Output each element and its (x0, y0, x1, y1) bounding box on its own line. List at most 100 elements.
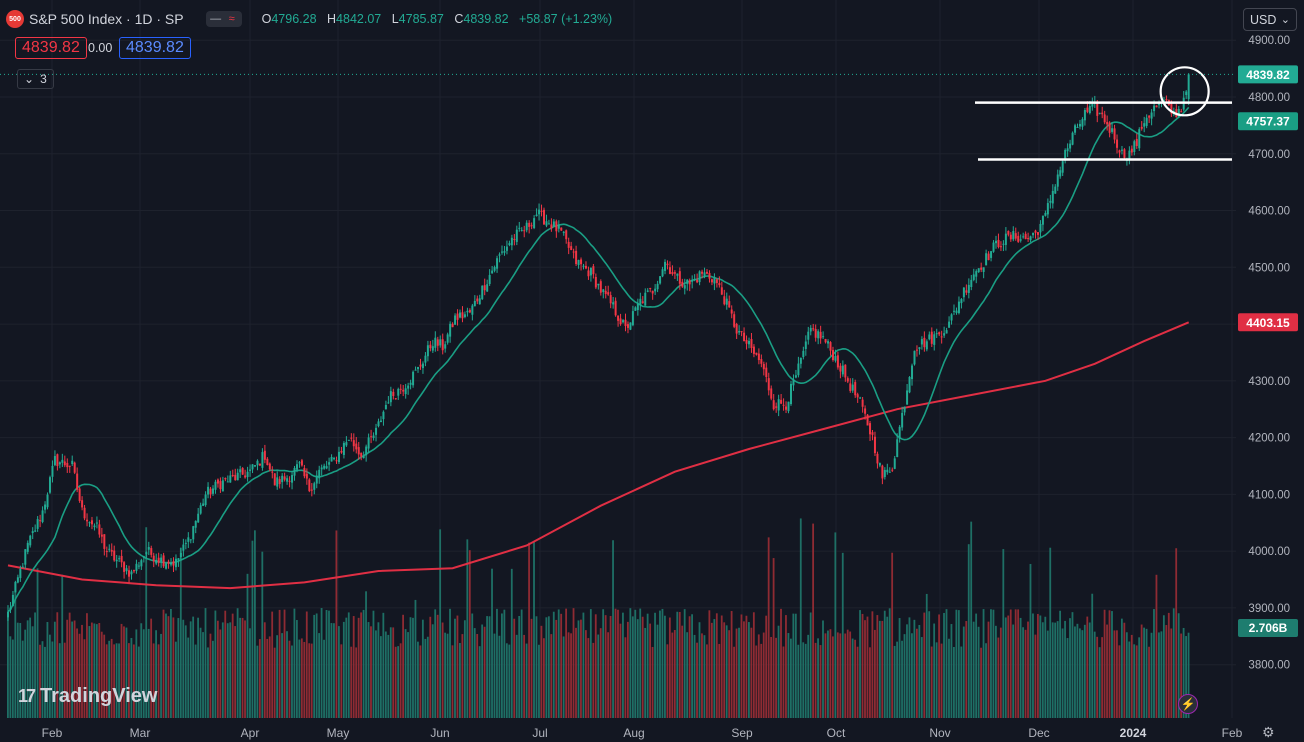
volume-bar (906, 624, 908, 718)
candle (115, 555, 118, 568)
candle (360, 452, 363, 461)
volume-bar (525, 643, 528, 718)
candle (73, 461, 76, 475)
candle (691, 275, 694, 289)
candle (871, 430, 874, 441)
volume-bar (985, 643, 987, 718)
volume-bar (935, 642, 938, 718)
sell-price-button[interactable]: 4839.82 (15, 37, 87, 59)
volume-bar (528, 542, 530, 718)
candle (683, 278, 686, 295)
volume-bar (345, 617, 348, 718)
candle (342, 441, 345, 459)
volume-bar (802, 642, 805, 718)
volume-bar (508, 644, 511, 718)
volume-bar (619, 623, 622, 718)
indicators-toggle[interactable]: ⌄ 3 (17, 69, 54, 89)
candle (1029, 235, 1032, 243)
volume-bar (557, 609, 560, 718)
candle (61, 453, 64, 467)
candle (1074, 123, 1077, 136)
candle (985, 249, 988, 266)
candle (545, 214, 548, 228)
volume-bar (750, 627, 753, 718)
volume-bar (1004, 617, 1007, 718)
volume-bar (184, 625, 187, 718)
candle (1036, 232, 1039, 240)
gear-icon[interactable]: ⚙ (1262, 724, 1275, 740)
volume-bar (456, 615, 459, 718)
volume-bar (505, 643, 508, 718)
volume-bar (145, 527, 148, 718)
volume-bar (891, 552, 894, 718)
time-axis: Feb Mar Apr May Jun Jul Aug Sep Oct Nov Dec 2024 Feb (42, 726, 1243, 740)
buy-price-button[interactable]: 4839.82 (119, 37, 191, 59)
candle (580, 257, 583, 271)
volume-bar (972, 621, 975, 718)
volume-bar (486, 616, 488, 718)
candlesticks (7, 73, 1190, 621)
candle (459, 309, 462, 319)
candle (48, 475, 51, 494)
candle (1012, 226, 1015, 242)
candle (276, 471, 279, 490)
candle (417, 366, 420, 373)
volume-bar (518, 615, 521, 718)
candle (582, 263, 585, 270)
volume-bar (29, 617, 32, 718)
candle (11, 590, 14, 607)
candle (676, 273, 679, 281)
volume-bar (444, 632, 446, 718)
lightning-icon[interactable]: ⚡ (1178, 694, 1198, 714)
volume-bar (399, 643, 402, 718)
volume-bar (367, 622, 370, 718)
candle (565, 229, 568, 244)
candle (953, 304, 956, 316)
volume-bar (266, 638, 269, 718)
legend-toggle[interactable]: — ≈ (205, 11, 242, 27)
volume-bar (938, 614, 940, 718)
candle (370, 429, 373, 444)
volume-bar (333, 623, 335, 718)
candle (792, 374, 795, 391)
volume-bar (93, 623, 96, 718)
minus-icon[interactable]: — (210, 13, 222, 25)
candle (345, 436, 348, 447)
volume-bar (1002, 549, 1005, 718)
volume-bar (1185, 636, 1187, 718)
candle (320, 464, 323, 476)
candle (1049, 194, 1052, 209)
candle (935, 328, 938, 339)
volume-bar (792, 613, 795, 718)
wave-icon[interactable]: ≈ (228, 13, 235, 25)
volume-bar (622, 612, 624, 718)
volume-bar (221, 622, 224, 718)
volume-bar (817, 638, 819, 718)
volume-bar (552, 611, 555, 718)
volume-bar (384, 631, 387, 718)
candle (614, 297, 617, 317)
volume-bar (491, 568, 493, 718)
volume-bar (980, 647, 982, 718)
candle (789, 380, 792, 406)
candle (528, 220, 531, 234)
volume-bar (481, 624, 484, 718)
currency-select[interactable]: USD ⌄ (1243, 8, 1297, 31)
symbol-title[interactable]: S&P 500 Index · 1D · SP (29, 11, 184, 27)
volume-bar (814, 642, 817, 718)
volume-bar (372, 610, 375, 718)
candle (355, 437, 358, 454)
candle (903, 406, 906, 416)
volume-bar (426, 636, 429, 718)
candle (1054, 184, 1057, 194)
volume-bar (656, 624, 659, 718)
volume-bar (26, 620, 29, 718)
candle (456, 309, 459, 326)
candle (829, 341, 832, 356)
candle (678, 267, 681, 290)
candle (893, 455, 896, 470)
candle (538, 203, 541, 221)
x-tick-label: Feb (42, 726, 63, 740)
candle (305, 468, 308, 485)
